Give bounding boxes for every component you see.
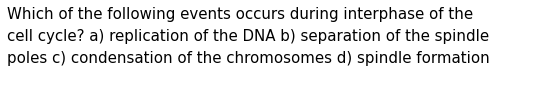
Text: Which of the following events occurs during interphase of the
cell cycle? a) rep: Which of the following events occurs dur…: [7, 7, 490, 66]
